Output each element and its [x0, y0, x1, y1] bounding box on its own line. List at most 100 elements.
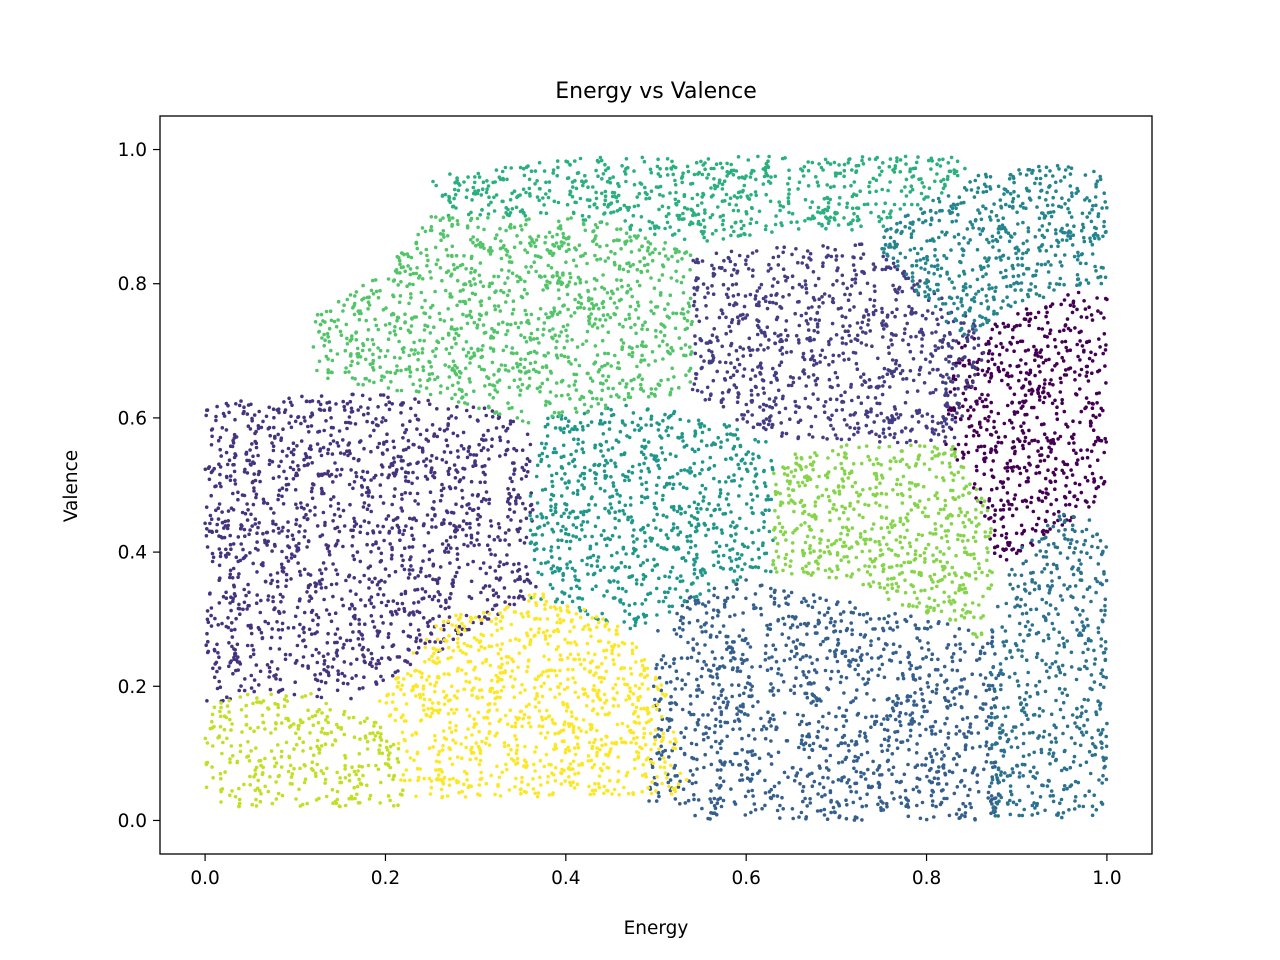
data-point [1079, 578, 1084, 582]
data-point [712, 593, 716, 598]
data-point [1075, 342, 1079, 347]
data-point [1027, 455, 1031, 459]
data-point [444, 438, 449, 443]
data-point [672, 661, 676, 666]
data-point [849, 610, 854, 615]
data-point [877, 785, 882, 790]
data-point [1004, 532, 1009, 536]
data-point [866, 312, 871, 317]
data-point [403, 591, 408, 596]
data-point [694, 376, 698, 381]
data-point [310, 486, 314, 491]
data-point [697, 319, 702, 324]
data-point [487, 457, 491, 461]
data-point [855, 421, 860, 426]
data-point [855, 758, 859, 763]
data-point [204, 534, 209, 538]
data-point [718, 796, 723, 800]
data-point [481, 561, 486, 565]
data-point [684, 726, 688, 730]
data-point [664, 680, 669, 685]
data-point [410, 481, 414, 486]
data-point [1092, 480, 1096, 484]
data-point [845, 780, 849, 785]
data-point [1014, 736, 1018, 740]
data-point [838, 629, 843, 634]
data-point [930, 652, 935, 656]
data-point [1050, 662, 1055, 666]
data-point [816, 397, 820, 402]
data-point [917, 330, 922, 334]
data-point [315, 524, 320, 528]
data-point [1053, 253, 1058, 257]
data-point [825, 610, 830, 615]
data-point [1060, 468, 1064, 473]
data-point [1042, 729, 1047, 734]
data-point [726, 295, 730, 300]
data-point [257, 470, 262, 474]
data-point [1094, 486, 1099, 491]
data-point [1007, 502, 1011, 506]
data-point [461, 519, 466, 523]
data-point [990, 639, 994, 644]
data-point [944, 678, 949, 682]
data-point [960, 414, 964, 418]
data-point [1068, 348, 1073, 353]
data-point [1103, 640, 1108, 644]
data-point [730, 683, 734, 687]
data-point [406, 647, 411, 652]
data-point [439, 488, 444, 493]
data-point [329, 619, 334, 624]
data-point [214, 414, 218, 419]
data-point [950, 668, 955, 672]
data-point [382, 538, 386, 543]
data-point [1007, 543, 1011, 548]
data-point [234, 658, 239, 662]
data-point [1044, 487, 1048, 491]
data-point [725, 370, 730, 374]
data-point [759, 282, 764, 287]
data-point [1085, 215, 1089, 219]
data-point [512, 562, 516, 567]
data-point [404, 428, 409, 432]
data-point [728, 259, 733, 264]
data-point [835, 436, 839, 441]
data-point [1004, 536, 1008, 540]
data-point [1013, 725, 1018, 729]
data-point [1031, 730, 1035, 735]
data-point [1020, 256, 1024, 261]
data-point [220, 621, 224, 626]
data-point [222, 535, 227, 540]
data-point [794, 665, 799, 670]
data-point [857, 426, 861, 431]
data-point [270, 441, 274, 445]
data-point [945, 401, 949, 406]
data-point [1017, 621, 1022, 626]
data-point [510, 461, 515, 465]
data-point [854, 273, 859, 277]
data-point [374, 417, 378, 421]
data-point [307, 430, 311, 434]
data-point [203, 467, 208, 472]
data-point [1053, 736, 1058, 741]
data-point [338, 473, 343, 477]
data-point [984, 760, 989, 764]
data-point [986, 359, 990, 364]
data-point [1038, 370, 1042, 374]
data-point [834, 254, 839, 258]
data-point [730, 640, 735, 644]
data-point [782, 711, 787, 715]
data-point [760, 727, 764, 732]
data-point [341, 438, 345, 442]
data-point [871, 262, 876, 266]
data-point [941, 337, 946, 342]
data-point [986, 351, 991, 356]
data-point [951, 757, 956, 761]
data-point [990, 504, 995, 508]
data-point [735, 706, 739, 710]
data-point [682, 735, 687, 739]
data-point [498, 438, 503, 443]
data-point [1041, 390, 1046, 394]
data-point [1085, 551, 1089, 555]
data-point [708, 797, 712, 801]
